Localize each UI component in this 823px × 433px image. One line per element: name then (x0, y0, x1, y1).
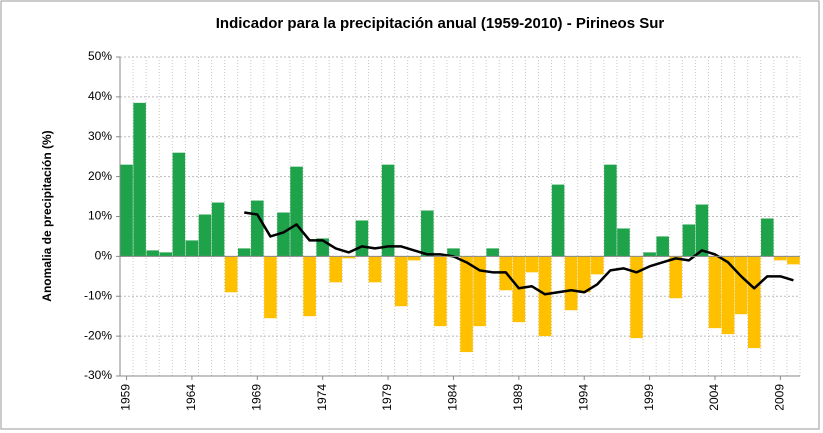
bar (525, 256, 539, 273)
bar (251, 200, 264, 257)
bar (407, 256, 421, 261)
bar (538, 256, 552, 337)
x-tick-label: 1999 (642, 384, 656, 411)
bar (355, 220, 369, 257)
y-tick-label: 30% (88, 129, 112, 143)
bar (381, 164, 395, 257)
bar (224, 256, 238, 293)
bar (460, 256, 473, 353)
x-tick-label: 1959 (119, 384, 133, 411)
bar (421, 210, 434, 257)
y-tick-label: 0% (95, 249, 113, 263)
bar (120, 164, 133, 257)
x-tick-label: 2009 (773, 384, 787, 411)
bar (394, 256, 408, 307)
x-tick-label: 2004 (707, 384, 721, 411)
bar (172, 152, 186, 257)
x-tick-label: 1994 (576, 384, 590, 411)
bar (277, 212, 290, 257)
bar (185, 240, 199, 257)
bar (656, 236, 669, 257)
x-tick-label: 1969 (249, 384, 263, 411)
chart-title: Indicador para la precipitación anual (1… (216, 15, 665, 32)
bar (211, 202, 225, 257)
bar (133, 102, 146, 257)
y-tick-label: -30% (84, 368, 112, 382)
x-tick-label: 1989 (511, 384, 525, 411)
bar (290, 166, 303, 257)
bar (264, 256, 277, 319)
bar (237, 248, 251, 257)
y-tick-label: 10% (88, 209, 112, 223)
bar (787, 256, 800, 265)
x-tick-label: 1964 (184, 384, 198, 411)
bar (682, 224, 696, 257)
bar (630, 256, 643, 339)
bar (721, 256, 735, 335)
bar (604, 164, 617, 257)
line (244, 211, 794, 296)
y-tick-label: -20% (84, 328, 112, 342)
bar (473, 256, 486, 327)
bar (303, 256, 316, 317)
bar (159, 252, 173, 257)
bar (342, 256, 356, 259)
bar (708, 256, 722, 329)
bar (577, 256, 591, 293)
bar (198, 214, 212, 257)
bar (434, 256, 447, 327)
y-tick-label: 50% (88, 49, 112, 63)
y-axis-title: Anomalia de precipitación (%) (40, 130, 54, 301)
bar (643, 252, 656, 257)
bar (774, 256, 787, 261)
y-tick-label: 20% (88, 169, 112, 183)
bar (146, 250, 159, 257)
bar (564, 256, 578, 311)
y-tick-label: 40% (88, 89, 112, 103)
bar (695, 204, 709, 257)
x-tick-label: 1984 (446, 384, 460, 411)
bar (617, 228, 630, 257)
bar (486, 248, 499, 257)
bar (447, 248, 460, 257)
x-tick-label: 1974 (315, 384, 329, 411)
bar (747, 256, 761, 349)
x-tick-label: 1979 (380, 384, 394, 411)
bar (368, 256, 382, 283)
bar (669, 256, 683, 299)
bar (551, 184, 565, 257)
bar (734, 256, 748, 315)
bar (329, 256, 343, 283)
y-tick-label: -10% (84, 288, 112, 302)
bar (591, 256, 604, 275)
bar (761, 218, 774, 257)
